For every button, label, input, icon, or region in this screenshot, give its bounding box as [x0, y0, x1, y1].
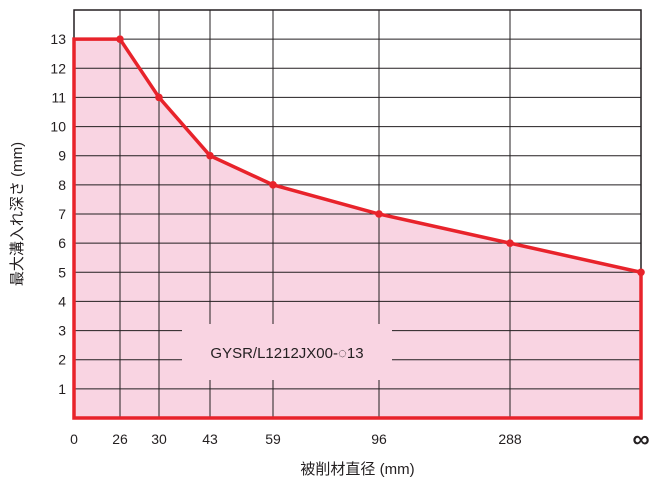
x-tick-label: 0: [70, 431, 78, 447]
x-tick-label: 288: [498, 431, 522, 447]
data-point-59: [269, 181, 277, 189]
y-tick-label: 8: [58, 177, 66, 193]
y-axis-title: 最大溝入れ深さ (mm): [9, 142, 26, 286]
data-point-96: [375, 210, 383, 218]
y-tick-label: 6: [58, 235, 66, 251]
area-fill: [74, 39, 641, 419]
annotation-box: [182, 324, 392, 380]
x-tick-label: 30: [151, 431, 167, 447]
x-tick-label-infinity: ∞: [632, 426, 649, 453]
x-tick-label: 59: [265, 431, 281, 447]
y-tick-label: 5: [58, 264, 66, 280]
x-tick-label: 43: [202, 431, 218, 447]
y-tick-label: 12: [50, 60, 66, 76]
x-tick-label: 96: [371, 431, 387, 447]
y-tick-label: 11: [51, 89, 66, 105]
y-tick-label: 10: [50, 119, 66, 135]
y-tick-label: 13: [50, 31, 66, 47]
y-tick-label: 2: [58, 352, 66, 368]
chart-annotation: GYSR/L1212JX00-◌13: [210, 345, 363, 362]
data-point-30: [155, 93, 163, 102]
data-point-43: [206, 151, 214, 160]
y-tick-label: 9: [58, 148, 66, 164]
x-tick-label: 26: [112, 431, 128, 447]
data-point-26: [116, 35, 124, 43]
y-tick-label: 1: [58, 381, 66, 397]
data-point-288: [506, 239, 514, 247]
y-tick-label: 3: [58, 323, 66, 339]
y-tick-label: 4: [58, 293, 66, 309]
data-point-∞: [637, 268, 645, 277]
x-axis-title: 被削材直径 (mm): [300, 461, 414, 478]
y-tick-label: 7: [58, 206, 66, 222]
